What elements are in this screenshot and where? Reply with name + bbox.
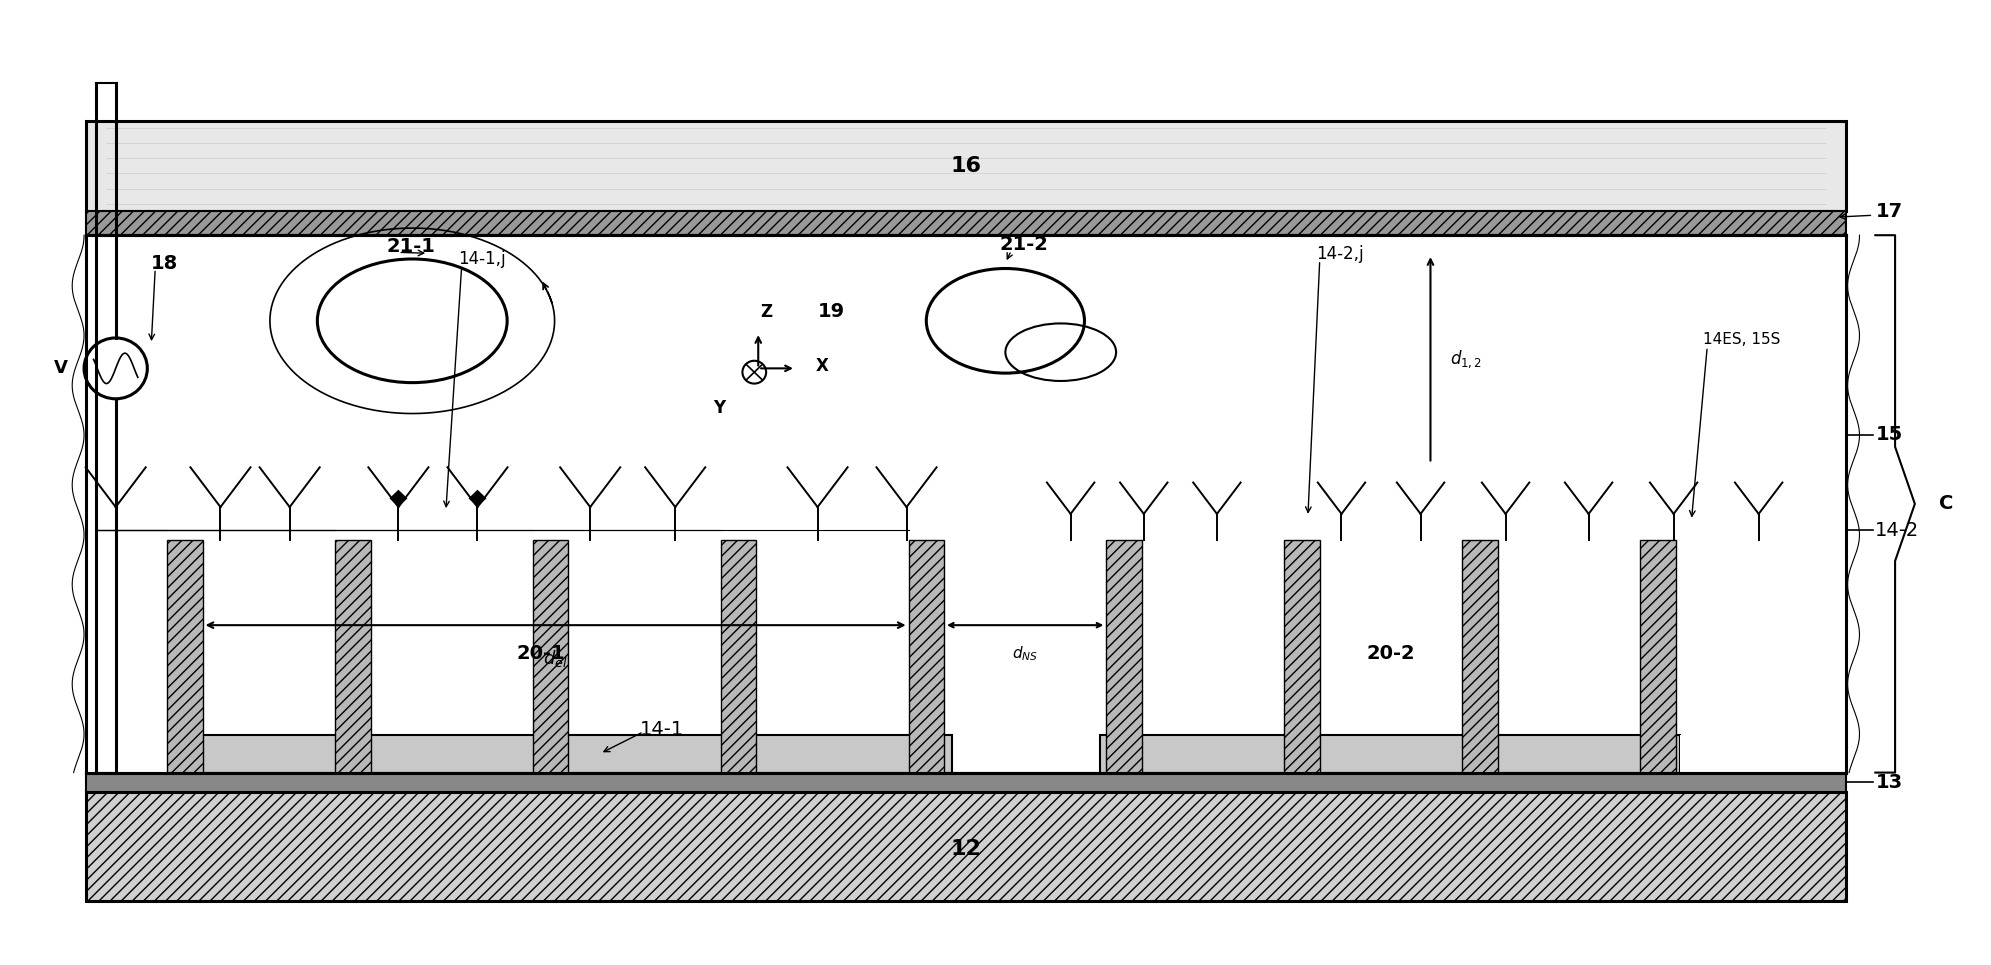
Bar bbox=[1641, 539, 1676, 773]
Text: 18: 18 bbox=[151, 254, 179, 273]
Bar bbox=[1284, 539, 1320, 773]
Text: X: X bbox=[816, 357, 828, 375]
Bar bbox=[1107, 539, 1141, 773]
Bar bbox=[721, 539, 757, 773]
Bar bbox=[334, 539, 370, 773]
Text: V: V bbox=[54, 359, 68, 377]
Text: $d_{el}$: $d_{el}$ bbox=[544, 648, 567, 669]
Text: 19: 19 bbox=[818, 302, 844, 320]
Text: C: C bbox=[1939, 494, 1953, 513]
Bar bbox=[908, 539, 944, 773]
Text: 21-1: 21-1 bbox=[386, 237, 436, 256]
Text: 16: 16 bbox=[950, 156, 982, 177]
Bar bbox=[86, 791, 1846, 901]
Bar bbox=[86, 121, 1846, 211]
Bar bbox=[1680, 734, 1846, 773]
Text: $d_{1,2}$: $d_{1,2}$ bbox=[1449, 348, 1483, 370]
Text: 13: 13 bbox=[1876, 773, 1903, 791]
Bar bbox=[6, 901, 1985, 958]
Text: $d_{NS}$: $d_{NS}$ bbox=[1011, 645, 1037, 663]
Text: 14-2,j: 14-2,j bbox=[1316, 245, 1364, 263]
Text: 14ES, 15S: 14ES, 15S bbox=[1704, 332, 1780, 347]
Text: 14-1: 14-1 bbox=[639, 720, 683, 739]
Polygon shape bbox=[390, 489, 408, 507]
Bar bbox=[86, 773, 1846, 791]
Text: 14-2: 14-2 bbox=[1876, 520, 1919, 539]
Text: Y: Y bbox=[713, 399, 725, 417]
Bar bbox=[167, 539, 203, 773]
Text: 20-2: 20-2 bbox=[1366, 645, 1416, 663]
Bar bbox=[86, 734, 181, 773]
Bar bbox=[86, 235, 1846, 773]
Bar bbox=[534, 539, 569, 773]
Bar bbox=[1461, 539, 1497, 773]
Text: Z: Z bbox=[761, 303, 773, 320]
Text: 15: 15 bbox=[1876, 426, 1903, 445]
Polygon shape bbox=[468, 489, 486, 507]
Bar bbox=[181, 734, 952, 773]
Bar bbox=[86, 211, 1846, 235]
Bar bbox=[6, 7, 86, 958]
Text: 12: 12 bbox=[950, 839, 982, 859]
Text: 21-2: 21-2 bbox=[999, 235, 1049, 254]
Text: 17: 17 bbox=[1876, 202, 1903, 221]
Bar bbox=[1101, 734, 1680, 773]
Text: 14-1,j: 14-1,j bbox=[458, 250, 506, 268]
Bar bbox=[6, 7, 1985, 121]
Text: 20-1: 20-1 bbox=[516, 645, 565, 663]
